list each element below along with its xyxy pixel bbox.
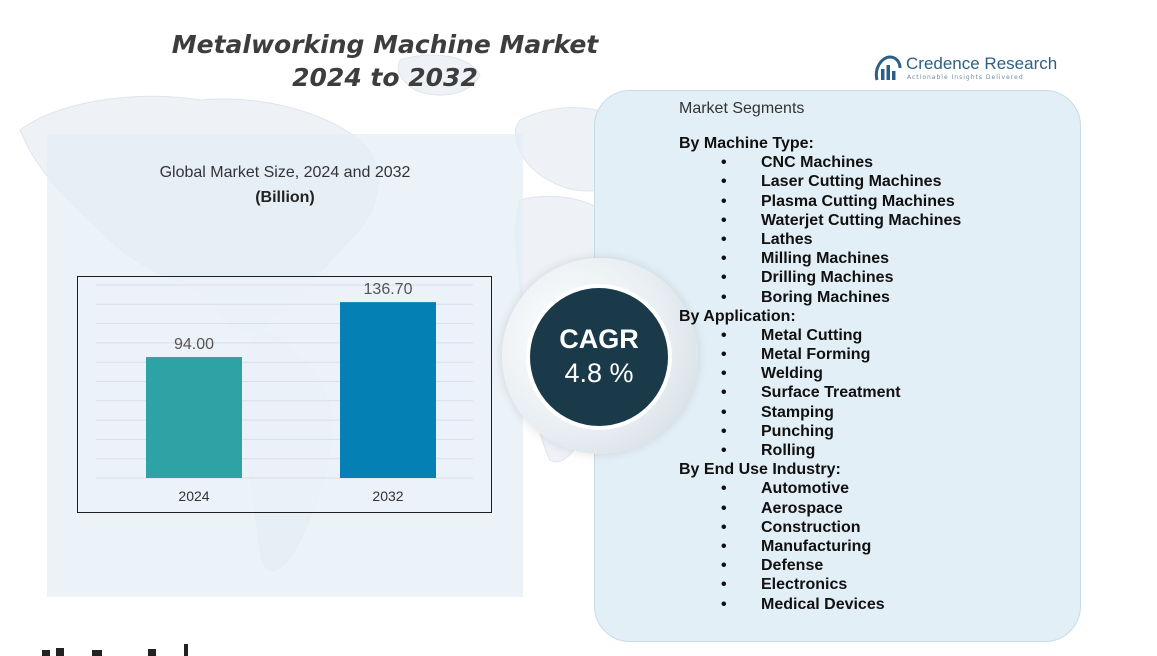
bar-chart-frame: 94.00 2024 136.70 2032 bbox=[77, 276, 492, 513]
segment-item: • Surface Treatment bbox=[679, 383, 1079, 402]
segment-item: • Milling Machines bbox=[679, 249, 1079, 268]
bullet-icon: • bbox=[721, 173, 727, 191]
segment-item: • Automotive bbox=[679, 479, 1079, 498]
segment-item-label: Metal Cutting bbox=[761, 326, 863, 344]
bullet-icon: • bbox=[721, 346, 727, 364]
category-tick-label: 2032 bbox=[372, 488, 403, 504]
segment-item: • Laser Cutting Machines bbox=[679, 172, 1079, 191]
segment-item-label: Milling Machines bbox=[761, 250, 890, 268]
credence-research-logo: Credence Research Actionable Insights De… bbox=[874, 54, 1064, 88]
bullet-icon: • bbox=[721, 326, 727, 344]
title-line-2: 2024 to 2032 bbox=[292, 63, 478, 92]
segment-group-label: By Machine Type: bbox=[679, 135, 814, 152]
segment-item-label: Metal Forming bbox=[761, 346, 871, 364]
logo-brand-text: Credence Research bbox=[906, 54, 1058, 73]
segment-item-label: Waterjet Cutting Machines bbox=[761, 211, 962, 229]
segment-groups: By Machine Type: • CNC Machines • Laser Cutt… bbox=[679, 134, 1079, 614]
segment-item-label: Plasma Cutting Machines bbox=[761, 192, 955, 210]
segment-item: • Metal Forming bbox=[679, 345, 1079, 364]
segment-item: • Plasma Cutting Machines bbox=[679, 192, 1079, 211]
segment-item: • CNC Machines bbox=[679, 153, 1079, 172]
segment-item-label: Stamping bbox=[761, 403, 834, 421]
segment-item: • Medical Devices bbox=[679, 595, 1079, 614]
segment-item: • Electronics bbox=[679, 575, 1079, 594]
segment-item-label: Electronics bbox=[761, 576, 848, 594]
segment-item-label: Boring Machines bbox=[761, 288, 890, 306]
segment-item: • Aerospace bbox=[679, 499, 1079, 518]
chart-title: Global Market Size, 2024 and 2032 bbox=[159, 164, 411, 181]
segment-item: • Defense bbox=[679, 556, 1079, 575]
segment-item: • Lathes bbox=[679, 230, 1079, 249]
segment-item: • Construction bbox=[679, 518, 1079, 537]
logo-mark-icon bbox=[874, 55, 902, 81]
segment-item-label: Surface Treatment bbox=[761, 384, 901, 402]
segment-item: • Manufacturing bbox=[679, 537, 1079, 556]
segments-list: Market Segments By Machine Type: • CNC Mac… bbox=[679, 98, 1079, 614]
bar-2032 bbox=[340, 302, 436, 478]
segments-title: Market Segments bbox=[679, 100, 805, 117]
bar-value-label: 94.00 bbox=[174, 336, 214, 353]
segment-group-label: By End Use Industry: bbox=[679, 461, 841, 479]
segment-item: • Punching bbox=[679, 422, 1079, 441]
bullet-icon: • bbox=[721, 480, 727, 498]
bullet-icon: • bbox=[721, 576, 727, 594]
chart-unit-label: (Billion) bbox=[255, 189, 315, 206]
segment-item: • Rolling bbox=[679, 441, 1079, 460]
bullet-icon: • bbox=[721, 269, 727, 287]
bullet-icon: • bbox=[721, 403, 727, 421]
cagr-badge: CAGR 4.8 % bbox=[526, 284, 672, 430]
segment-item: • Stamping bbox=[679, 403, 1079, 422]
bullet-icon: • bbox=[721, 192, 727, 210]
segment-item-label: Medical Devices bbox=[761, 595, 885, 613]
bar-value-label: 136.70 bbox=[364, 281, 413, 298]
bullet-icon: • bbox=[721, 595, 727, 613]
segment-item: • Drilling Machines bbox=[679, 268, 1079, 287]
segment-item-label: Punching bbox=[761, 422, 834, 440]
cagr-value: 4.8 % bbox=[564, 358, 634, 388]
logo-tagline: Actionable Insights Delivered bbox=[907, 74, 1024, 81]
bar-chart: 94.00 2024 136.70 2032 bbox=[96, 281, 473, 504]
segment-item-label: Aerospace bbox=[761, 499, 843, 517]
cagr-label: CAGR bbox=[559, 324, 639, 354]
segment-item-label: Welding bbox=[761, 365, 823, 383]
segment-item-label: Automotive bbox=[761, 480, 849, 498]
bullet-icon: • bbox=[721, 365, 727, 383]
bullet-icon: • bbox=[721, 518, 727, 536]
segment-item: • Waterjet Cutting Machines bbox=[679, 211, 1079, 230]
bullet-icon: • bbox=[721, 537, 727, 555]
bullet-icon: • bbox=[721, 154, 727, 172]
page-title: Metalworking Machine Market 2024 to 2032 bbox=[150, 28, 620, 94]
segment-item-label: Drilling Machines bbox=[761, 269, 894, 287]
title-line-1: Metalworking Machine Market bbox=[171, 30, 599, 59]
segment-group-label: By Application: bbox=[679, 307, 796, 325]
segment-item-label: Laser Cutting Machines bbox=[761, 173, 942, 191]
bullet-icon: • bbox=[721, 288, 727, 306]
segment-item-label: Lathes bbox=[761, 230, 813, 248]
bar-2024 bbox=[146, 357, 242, 478]
bullet-icon: • bbox=[721, 211, 727, 229]
segment-item-label: Rolling bbox=[761, 442, 816, 459]
segment-item: • Metal Cutting bbox=[679, 326, 1079, 345]
bullet-icon: • bbox=[721, 557, 727, 575]
segment-item-label: Construction bbox=[761, 518, 861, 536]
bottom-text-fragment bbox=[42, 644, 188, 656]
bullet-icon: • bbox=[721, 384, 727, 402]
bullet-icon: • bbox=[721, 250, 727, 268]
bullet-icon: • bbox=[721, 499, 727, 517]
bullet-icon: • bbox=[721, 442, 727, 459]
segment-item: • Welding bbox=[679, 364, 1079, 383]
segment-item-label: Defense bbox=[761, 557, 824, 575]
segment-item-label: Manufacturing bbox=[761, 537, 872, 555]
category-tick-label: 2024 bbox=[178, 488, 209, 504]
segment-item-label: CNC Machines bbox=[761, 154, 874, 172]
bullet-icon: • bbox=[721, 422, 727, 440]
segment-item: • Boring Machines bbox=[679, 288, 1079, 307]
bullet-icon: • bbox=[721, 230, 727, 248]
